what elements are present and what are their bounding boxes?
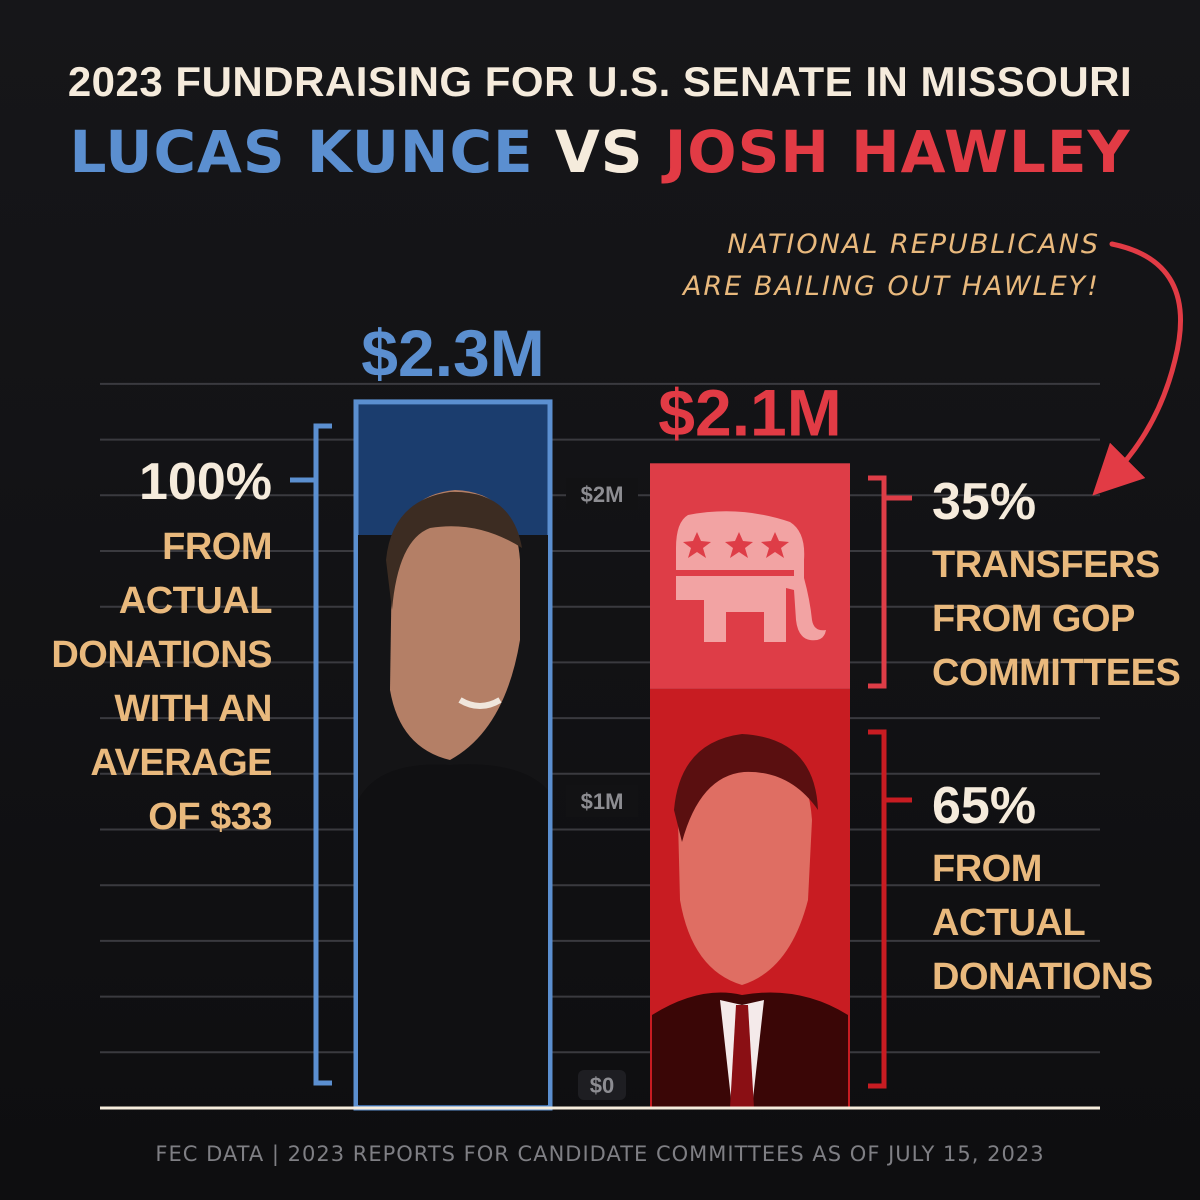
- left-callout-line: WITH AN: [114, 688, 272, 730]
- donations-callout-description: FROM ACTUAL DONATIONS: [932, 842, 1192, 1004]
- tick-label-background: [578, 1070, 626, 1100]
- annotation-line-2: ARE BAILING OUT HAWLEY!: [682, 271, 1100, 302]
- donations-bracket: [868, 729, 912, 1089]
- gop-bracket: [868, 475, 912, 689]
- left-callout-line: FROM: [162, 526, 272, 568]
- chart-subtitle: LUCAS KUNCE VS JOSH HAWLEY: [0, 118, 1200, 186]
- candidate-a-name: LUCAS KUNCE: [69, 118, 534, 186]
- tick-label-background: [566, 478, 638, 510]
- y-tick-label: $1M: [581, 789, 624, 814]
- left-callout-line: ACTUAL: [118, 580, 273, 622]
- annotation-line-1: NATIONAL REPUBLICANS: [727, 229, 1100, 260]
- donations-callout-percent: 65%: [932, 777, 1037, 835]
- tick-label-background: [566, 785, 638, 817]
- lucas-kunce-photo: [358, 490, 548, 1105]
- y-axis-ticks: $0 $1M $2M: [566, 478, 638, 1100]
- donations-callout-line: ACTUAL: [932, 902, 1086, 944]
- value-label: $2.3M: [361, 316, 544, 390]
- y-tick-label: $2M: [581, 482, 624, 507]
- annotation: NATIONAL REPUBLICANS ARE BAILING OUT HAW…: [640, 224, 1100, 308]
- vs-label: VS: [554, 118, 644, 186]
- left-callout-percent: 100%: [139, 453, 272, 511]
- gop-callout-line: TRANSFERS: [932, 544, 1160, 586]
- donations-callout-line: FROM: [932, 848, 1042, 890]
- chart-title: 2023 FUNDRAISING FOR U.S. SENATE IN MISS…: [67, 58, 1133, 105]
- gop-callout-percent: 35%: [932, 473, 1037, 531]
- left-bracket: [290, 423, 332, 1086]
- left-callout-description: FROM ACTUAL DONATIONS WITH AN AVERAGE OF…: [40, 520, 272, 844]
- donations-callout-line: DONATIONS: [932, 956, 1153, 998]
- gop-callout-line: FROM GOP: [932, 598, 1135, 640]
- source-footer: FEC DATA | 2023 REPORTS FOR CANDIDATE CO…: [155, 1142, 1045, 1166]
- y-tick-label: $0: [590, 1073, 614, 1098]
- value-labels: $2.3M $2.1M: [361, 316, 841, 449]
- value-label: $2.1M: [658, 375, 841, 449]
- annotation-arrow: [1092, 241, 1184, 496]
- candidate-b-name: JOSH HAWLEY: [664, 118, 1131, 186]
- gridlines: [100, 382, 1100, 1054]
- gop-callout-line: COMMITTEES: [932, 652, 1181, 694]
- left-callout-line: OF $33: [148, 796, 272, 838]
- gop-callout-description: TRANSFERS FROM GOP COMMITTEES: [932, 538, 1192, 700]
- left-callout-line: AVERAGE: [90, 742, 272, 784]
- left-callout-line: DONATIONS: [51, 634, 272, 676]
- josh-hawley-photo: [652, 734, 848, 1108]
- republican-elephant-icon: [676, 511, 826, 642]
